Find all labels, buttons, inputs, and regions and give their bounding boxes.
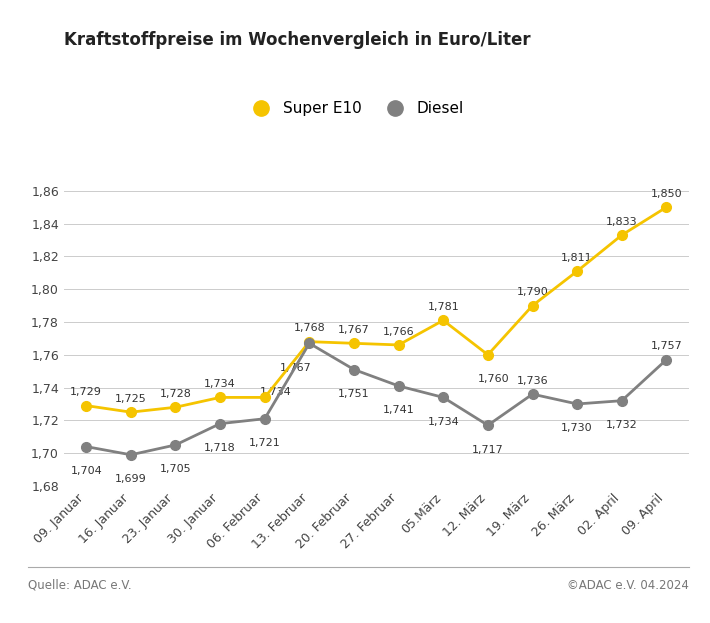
- Text: 1,766: 1,766: [383, 326, 415, 336]
- Super E10: [394, 341, 403, 349]
- Line: Diesel: Diesel: [82, 338, 671, 460]
- Super E10: [305, 338, 314, 345]
- Text: 1,790: 1,790: [517, 287, 548, 297]
- Text: 1,699: 1,699: [115, 474, 147, 484]
- Diesel: [394, 382, 403, 389]
- Diesel: [126, 451, 135, 459]
- Text: 1,741: 1,741: [383, 406, 415, 416]
- Diesel: [350, 366, 359, 373]
- Super E10: [439, 316, 447, 324]
- Legend: Super E10, Diesel: Super E10, Diesel: [240, 95, 470, 122]
- Text: Kraftstoffpreise im Wochenvergleich in Euro/Liter: Kraftstoffpreise im Wochenvergleich in E…: [64, 31, 530, 49]
- Super E10: [618, 231, 626, 239]
- Super E10: [82, 402, 90, 409]
- Text: 1,728: 1,728: [160, 389, 192, 399]
- Text: 1,729: 1,729: [70, 388, 102, 397]
- Text: 1,705: 1,705: [160, 464, 191, 474]
- Super E10: [350, 340, 359, 347]
- Text: 1,732: 1,732: [606, 420, 638, 430]
- Diesel: [618, 397, 626, 404]
- Text: 1,757: 1,757: [650, 341, 682, 351]
- Text: 1,725: 1,725: [115, 394, 147, 404]
- Super E10: [573, 267, 581, 275]
- Diesel: [662, 356, 671, 363]
- Text: 1,833: 1,833: [606, 217, 638, 227]
- Line: Super E10: Super E10: [82, 202, 671, 417]
- Text: 1,704: 1,704: [70, 466, 102, 476]
- Super E10: [528, 302, 537, 310]
- Text: 1,734: 1,734: [204, 379, 236, 389]
- Text: Quelle: ADAC e.V.: Quelle: ADAC e.V.: [28, 579, 132, 592]
- Diesel: [305, 340, 314, 347]
- Super E10: [126, 409, 135, 416]
- Diesel: [261, 415, 269, 422]
- Super E10: [261, 394, 269, 401]
- Diesel: [573, 400, 581, 407]
- Text: 1,730: 1,730: [562, 424, 593, 434]
- Text: 1,734: 1,734: [427, 417, 459, 427]
- Diesel: [484, 422, 492, 429]
- Text: 1,781: 1,781: [427, 302, 459, 312]
- Super E10: [662, 204, 671, 211]
- Text: 1,734: 1,734: [260, 388, 292, 397]
- Text: 1,760: 1,760: [478, 374, 509, 384]
- Text: 1,850: 1,850: [650, 189, 682, 199]
- Text: ©ADAC e.V. 04.2024: ©ADAC e.V. 04.2024: [567, 579, 689, 592]
- Diesel: [171, 441, 180, 449]
- Diesel: [82, 443, 90, 450]
- Text: 1,721: 1,721: [248, 438, 280, 448]
- Text: 1,736: 1,736: [517, 376, 548, 386]
- Diesel: [216, 420, 224, 427]
- Super E10: [216, 394, 224, 401]
- Text: 1,751: 1,751: [338, 389, 370, 399]
- Text: 1,767: 1,767: [280, 363, 312, 373]
- Text: 1,767: 1,767: [338, 325, 370, 335]
- Super E10: [484, 351, 492, 358]
- Super E10: [171, 404, 180, 411]
- Text: 1,717: 1,717: [472, 445, 504, 455]
- Text: 1,768: 1,768: [293, 323, 325, 333]
- Diesel: [439, 394, 447, 401]
- Text: 1,811: 1,811: [562, 253, 593, 263]
- Diesel: [528, 391, 537, 398]
- Text: 1,718: 1,718: [204, 443, 236, 453]
